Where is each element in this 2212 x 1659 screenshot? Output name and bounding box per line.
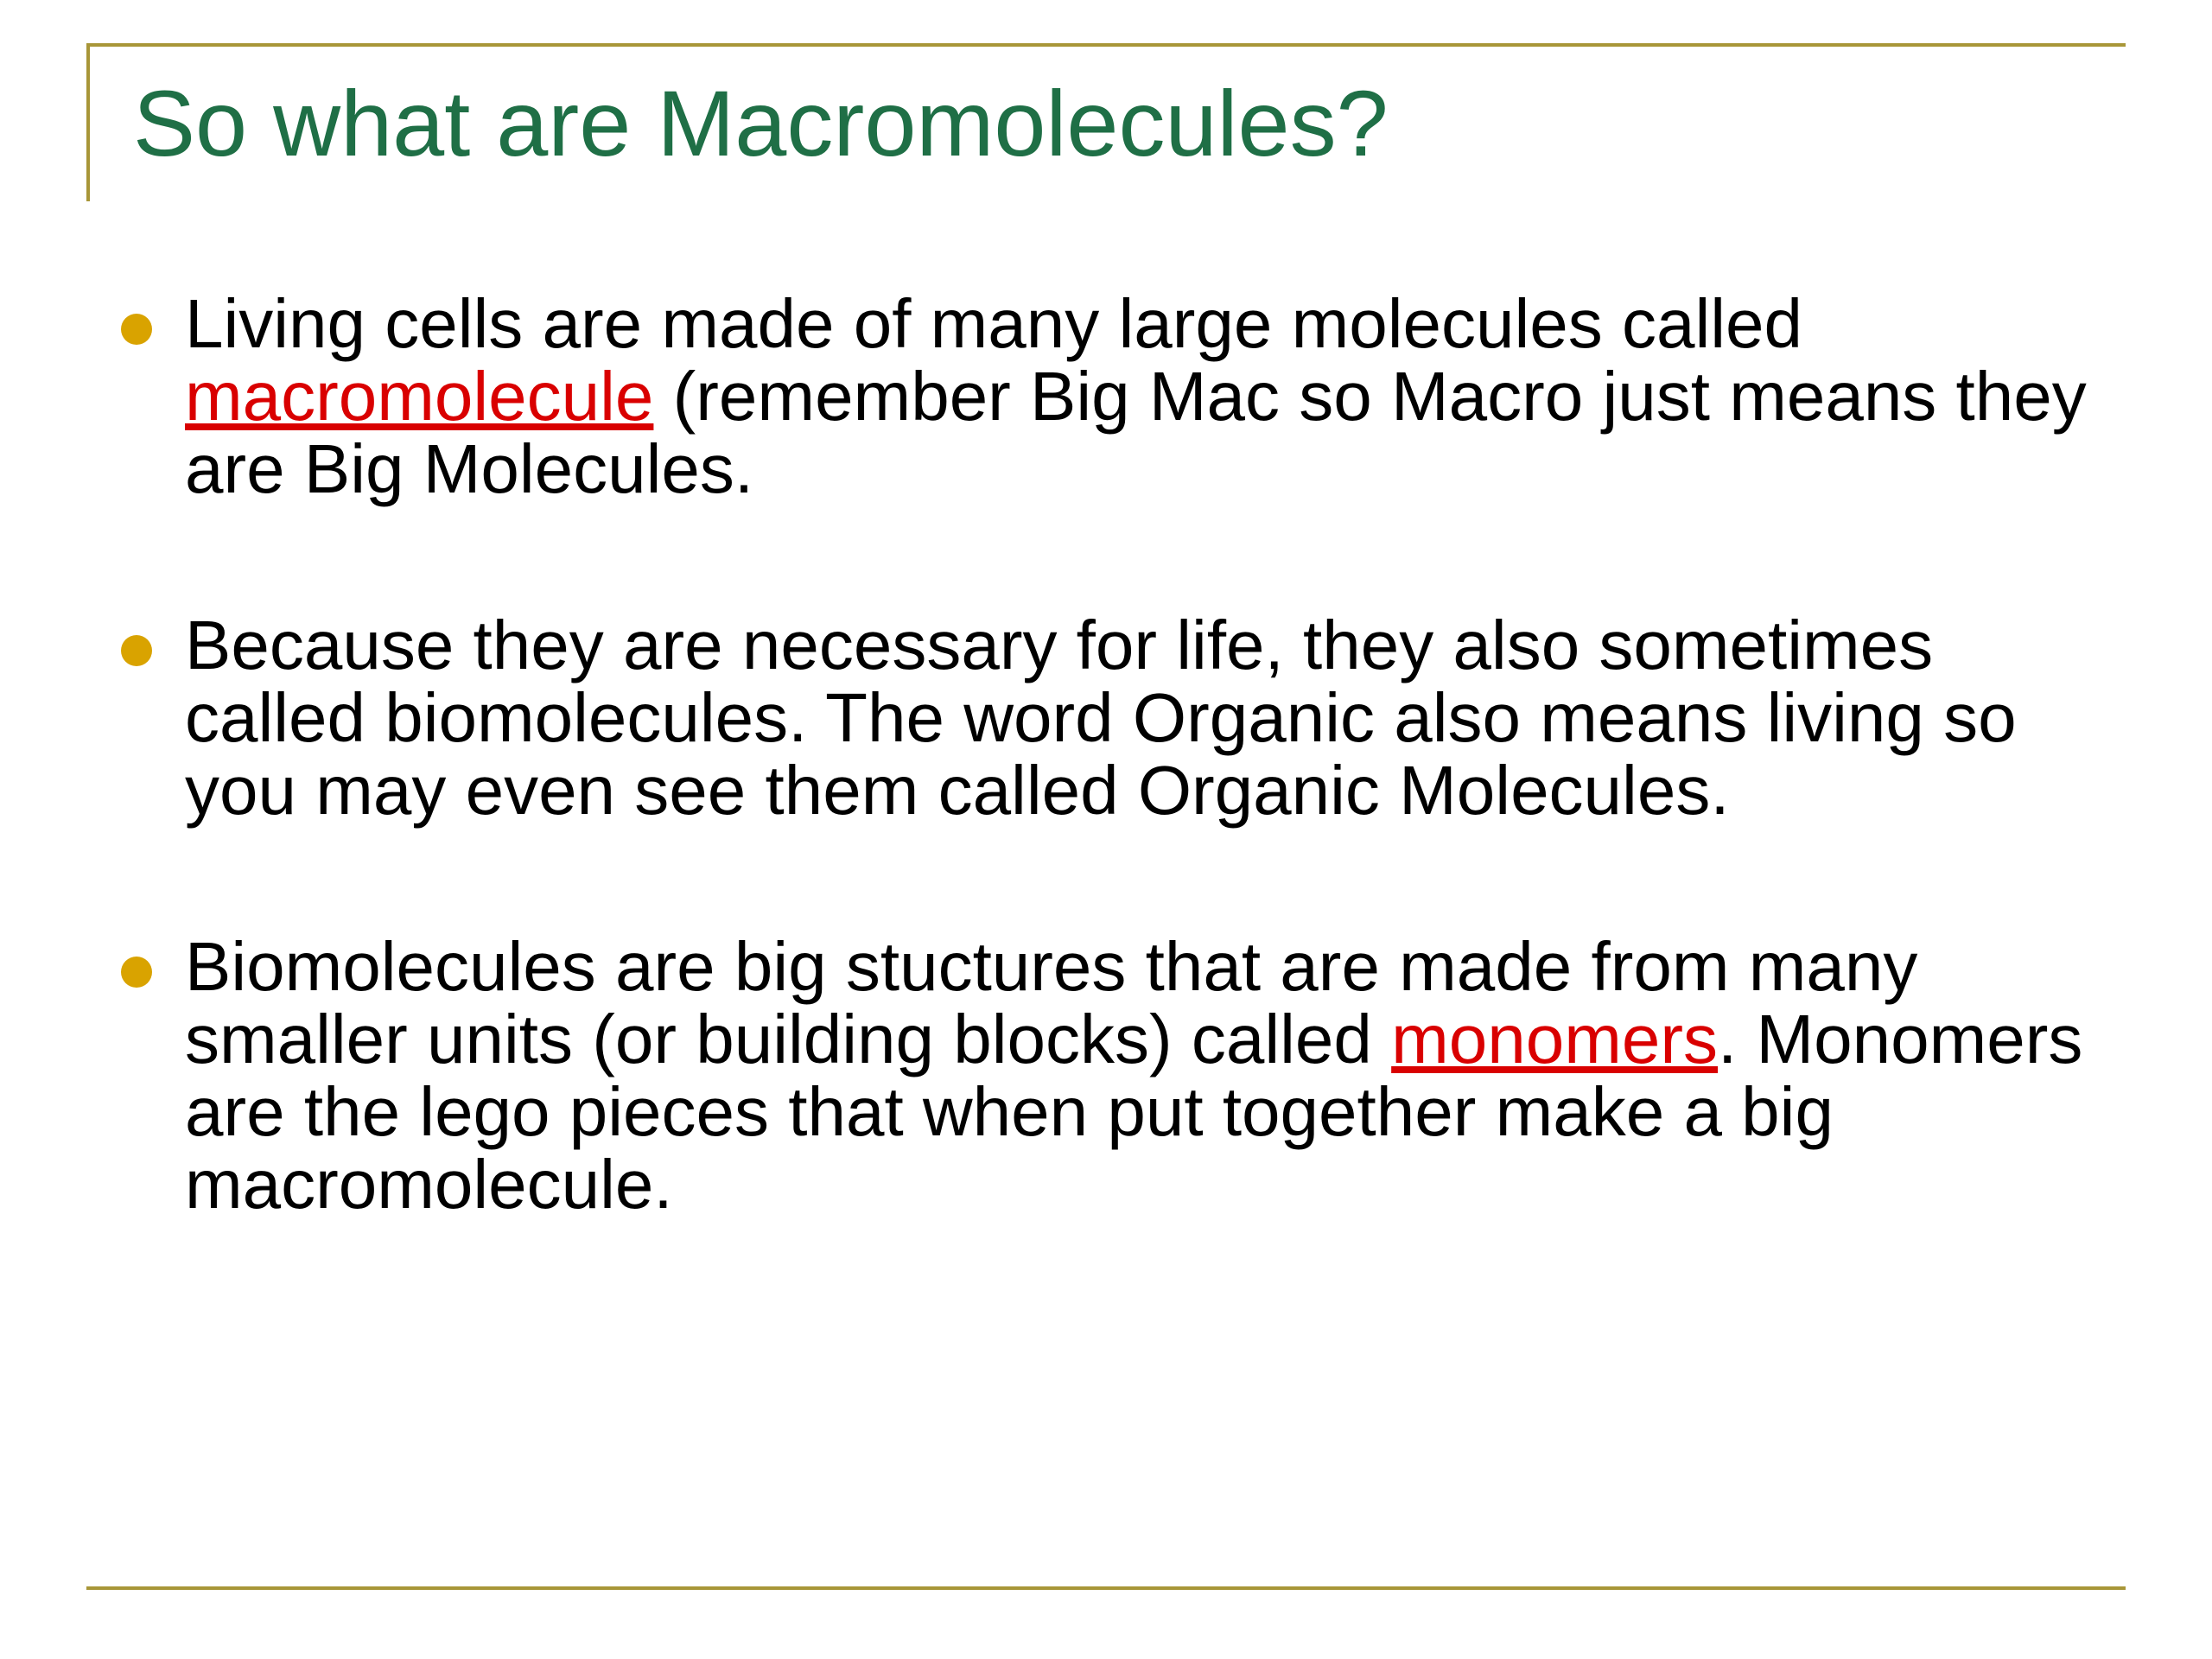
bullet-text: Biomolecules are big stuctures that are … <box>185 931 2091 1221</box>
bullet-text-pre: Living cells are made of many large mole… <box>185 285 1802 362</box>
content-area: Living cells are made of many large mole… <box>86 288 2126 1221</box>
bullet-text-pre: Because they are necessary for life, the… <box>185 607 2017 829</box>
bullet-dot-icon <box>121 635 152 666</box>
keyword-text: macromolecule <box>185 358 653 435</box>
bottom-rule <box>86 1586 2126 1590</box>
bullet-item: Living cells are made of many large mole… <box>121 288 2091 505</box>
slide-title: So what are Macromolecules? <box>133 73 2126 175</box>
bullet-item: Biomolecules are big stuctures that are … <box>121 931 2091 1221</box>
keyword-text: monomers <box>1391 1001 1718 1077</box>
bullet-item: Because they are necessary for life, the… <box>121 609 2091 827</box>
bullet-text: Living cells are made of many large mole… <box>185 288 2091 505</box>
bullet-text: Because they are necessary for life, the… <box>185 609 2091 827</box>
bullet-dot-icon <box>121 314 152 345</box>
bullet-dot-icon <box>121 957 152 988</box>
slide: So what are Macromolecules? Living cells… <box>0 0 2212 1659</box>
title-frame: So what are Macromolecules? <box>86 43 2126 201</box>
